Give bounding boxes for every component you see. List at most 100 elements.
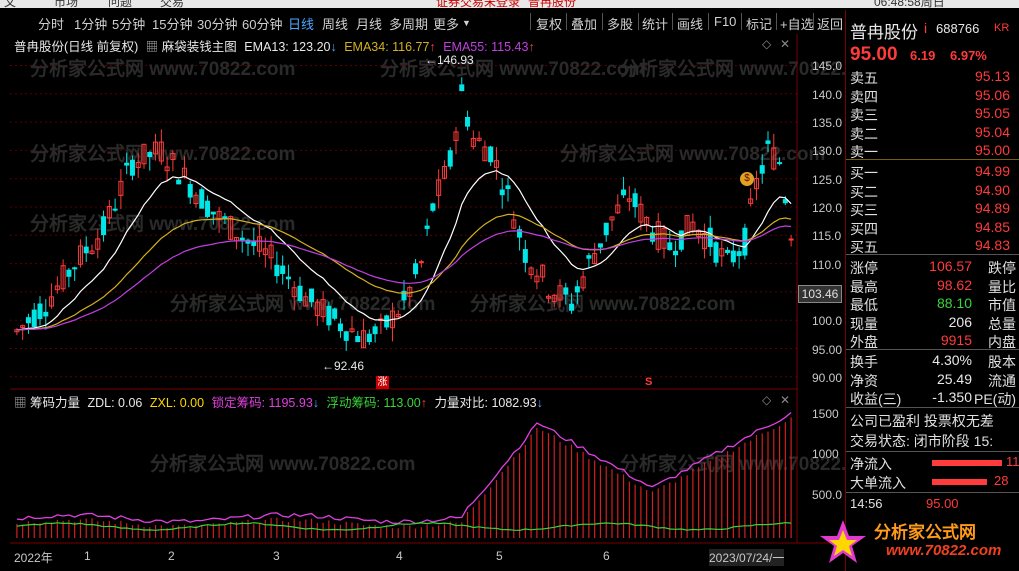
tab-fenshi[interactable]: 分时 xyxy=(38,17,65,32)
back-button[interactable]: 返回 xyxy=(817,17,844,32)
candle-body xyxy=(569,303,575,311)
arrow-up-icon: ↑ xyxy=(528,40,535,54)
candle-body xyxy=(326,305,332,326)
candle-body xyxy=(649,232,655,242)
tab-weekly[interactable]: 周线 xyxy=(322,17,349,32)
candle-body xyxy=(401,290,407,301)
candle-body xyxy=(696,229,702,238)
candle-body xyxy=(216,211,222,221)
diamond-icon[interactable]: ◇ xyxy=(762,393,772,407)
stat-row: 最高 98.62 量比 xyxy=(850,277,1016,295)
ask-value: 95.04 xyxy=(974,123,1010,140)
close-icon[interactable]: ✕ xyxy=(780,37,791,51)
trade-status: 交易状态: 闭市阶段 15: xyxy=(850,433,994,449)
login-status[interactable]: 证券交易未登录 xyxy=(436,0,521,8)
ask-label: 卖一 xyxy=(850,144,878,160)
close-icon[interactable]: ✕ xyxy=(780,393,791,407)
candle-body xyxy=(199,189,205,209)
candle-body xyxy=(164,166,170,172)
menu-item[interactable]: 文 xyxy=(4,0,17,8)
candle-body xyxy=(441,166,447,179)
add-watchlist-button[interactable]: +自选 xyxy=(780,17,814,32)
stat-label: 涨停 xyxy=(850,260,878,276)
lock-chip-line xyxy=(16,411,792,525)
multi-stock-button[interactable]: 多股 xyxy=(607,17,634,32)
bid-row: 买三 94.89 xyxy=(850,200,1016,218)
tab-multi-period[interactable]: 多周期 xyxy=(389,17,429,32)
ask-value: 95.06 xyxy=(974,86,1010,103)
kline-chart[interactable]: 分析家公式网 www.70822.com 分析家公式网 www.70822.com… xyxy=(0,0,845,571)
mark-button[interactable]: 标记 xyxy=(746,17,773,32)
ask-row: 卖一 95.00 xyxy=(850,142,1016,160)
overlay-button[interactable]: 叠加 xyxy=(571,17,598,32)
bid-label: 买二 xyxy=(850,183,878,200)
big-order-inflow-value: 28 xyxy=(994,473,1009,488)
candle-body xyxy=(551,294,557,302)
tab-daily[interactable]: 日线 xyxy=(288,17,315,32)
indicator-name[interactable]: 麻袋装钱主图 xyxy=(161,40,237,54)
divider xyxy=(846,492,1019,493)
info-icon[interactable]: i xyxy=(924,20,928,36)
arrow-up-icon: ↑ xyxy=(429,40,436,54)
draw-line-button[interactable]: 画线 xyxy=(677,17,704,32)
candle-body xyxy=(141,143,147,165)
tab-5min[interactable]: 5分钟 xyxy=(112,17,146,32)
tab-1min[interactable]: 1分钟 xyxy=(74,17,108,32)
tab-60min[interactable]: 60分钟 xyxy=(242,17,283,32)
watermark-text: 分析家公式网 www.70822.com xyxy=(150,452,415,475)
sub-indicator-name[interactable]: 筹码力量 xyxy=(30,396,81,410)
candle-body xyxy=(667,242,673,251)
tab-30min[interactable]: 30分钟 xyxy=(197,17,238,32)
f10-button[interactable]: F10 xyxy=(714,14,737,29)
menu-item[interactable]: 问题 xyxy=(108,0,133,8)
candle-body xyxy=(736,251,742,257)
chart-title: 普冉股份(日线 前复权) xyxy=(14,40,139,54)
diamond-icon[interactable]: ◇ xyxy=(762,37,772,51)
stat2-row: 换手 4.30% 股本 xyxy=(850,352,1016,370)
tab-monthly[interactable]: 月线 xyxy=(356,17,383,32)
menu-item[interactable]: 交易 xyxy=(160,0,185,8)
bid-label: 买一 xyxy=(850,165,878,181)
stats-button[interactable]: 统计 xyxy=(642,17,669,32)
date-label: 2022年 xyxy=(14,551,53,565)
candle-body xyxy=(60,265,66,290)
stat-label-right: 量比 xyxy=(988,278,1016,295)
indicator-settings-icon[interactable]: ▦ xyxy=(14,396,27,410)
date-label: 4 xyxy=(396,549,403,563)
candle-body xyxy=(239,237,245,241)
ema13-line xyxy=(16,169,792,331)
candle-body xyxy=(54,285,60,291)
price-tick: 135.0 xyxy=(812,116,843,130)
candle-body xyxy=(621,189,627,196)
watermark-text: 分析家公式网 www.70822.com xyxy=(30,57,295,80)
candle-body xyxy=(482,146,488,162)
candle-body xyxy=(384,315,390,328)
candle-body xyxy=(337,323,343,332)
watermark-text: 分析家公式网 www.70822.com xyxy=(470,292,735,315)
candle-body xyxy=(31,309,37,328)
candle-body xyxy=(413,263,419,275)
dropdown-arrow-icon[interactable]: ▼ xyxy=(462,18,471,28)
candle-body xyxy=(228,216,234,240)
ask-label: 卖二 xyxy=(850,125,878,142)
tab-15min[interactable]: 15分钟 xyxy=(152,17,193,32)
fuquan-button[interactable]: 复权 xyxy=(536,17,563,32)
stat-label-right: 总量 xyxy=(988,315,1016,332)
low-price-label: ←92.46 xyxy=(322,359,365,373)
candle-body xyxy=(135,161,141,169)
menu-item[interactable]: 市场 xyxy=(54,0,79,8)
candle-body xyxy=(644,216,650,227)
candle-body xyxy=(187,184,193,198)
top-menu-strip: 文 市场 问题 交易 证券交易未登录 普冉股份 06:48:58周日 xyxy=(0,0,1019,8)
candle-body xyxy=(153,141,159,155)
candle-body xyxy=(395,313,401,318)
bid-value: 94.99 xyxy=(974,163,1010,179)
stat-value: 9915 xyxy=(940,332,972,348)
candle-body xyxy=(788,238,794,241)
stat-value: 98.62 xyxy=(936,276,972,293)
company-info: 公司已盈利 投票权无差 xyxy=(850,413,994,429)
indicator-settings-icon[interactable]: ▦ xyxy=(145,40,159,54)
candle-body xyxy=(528,267,534,276)
candle-body xyxy=(517,229,523,238)
tab-more[interactable]: 更多 xyxy=(433,17,460,32)
